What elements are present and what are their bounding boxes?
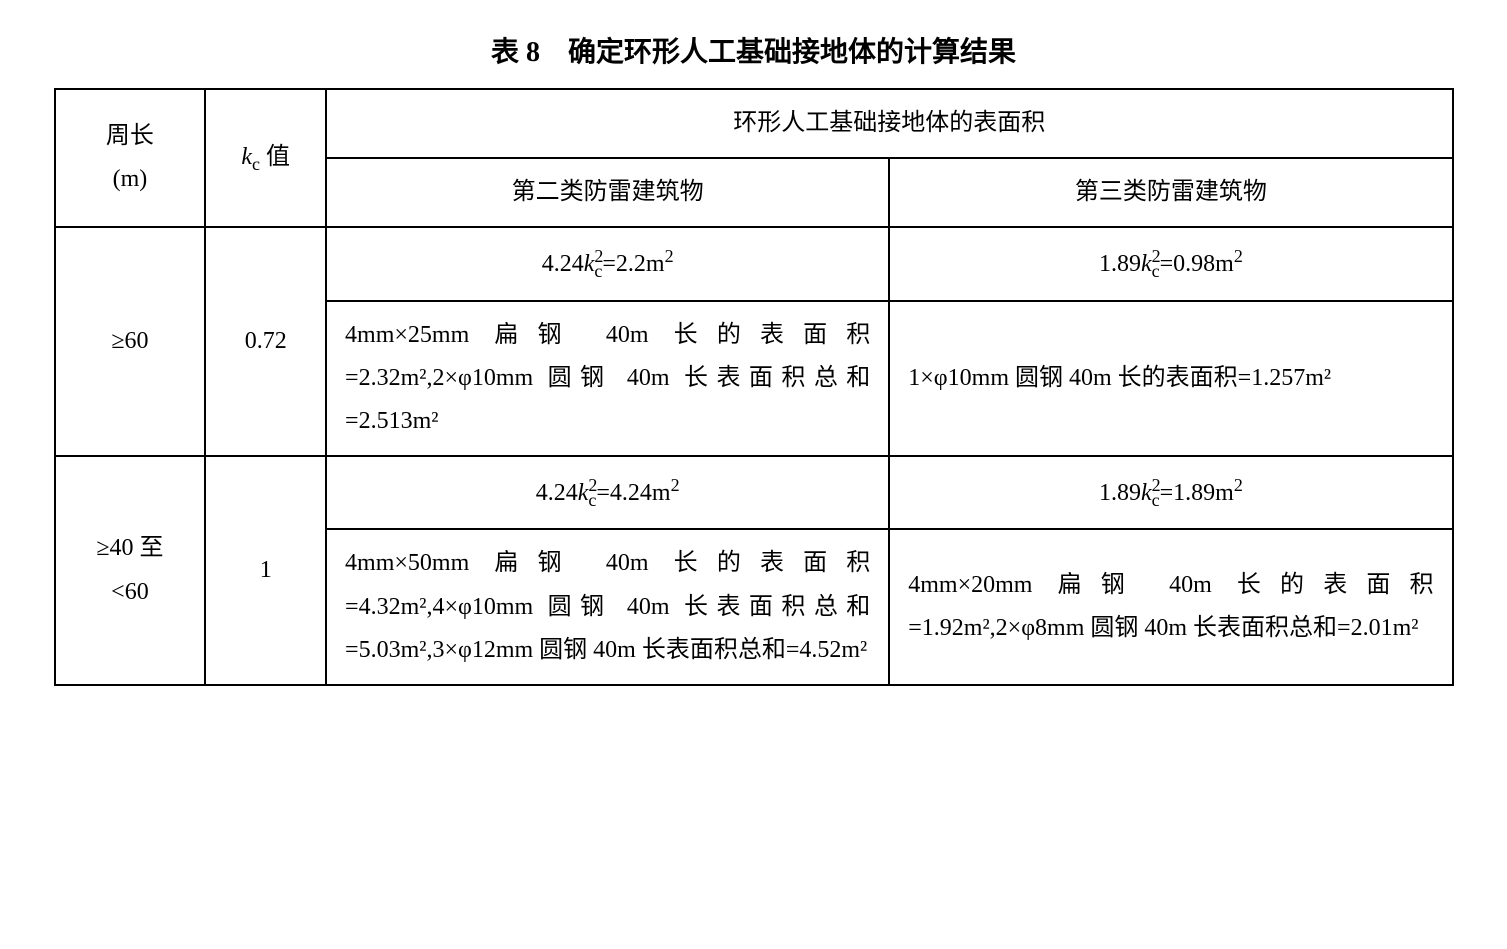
table-caption: 表 8 确定环形人工基础接地体的计算结果 [491, 30, 1016, 70]
cell-cat2-formula-1: 4.24k2c=2.2m2 [326, 227, 889, 300]
f-eq: =0.98m [1160, 251, 1234, 277]
calculation-table: 周长 (m) kc 值 环形人工基础接地体的表面积 第二类防雷建筑物 第三类防雷… [54, 88, 1454, 686]
perimeter-label-2: (m) [113, 166, 148, 192]
cell-cat3-detail-1: 1×φ10mm 圆钢 40m 长的表面积=1.257m² [889, 301, 1452, 457]
f-prefix: 4.24 [542, 251, 584, 277]
f-eq: =4.24m [596, 480, 670, 506]
f-k: k [1141, 480, 1152, 506]
f-unit-sup: 2 [671, 475, 680, 495]
cell-cat2-detail-2: 4mm×50mm 扁钢 40m 长的表面积=4.32m²,4×φ10mm 圆钢 … [326, 529, 889, 685]
cell-cat2-formula-2: 4.24k2c=4.24m2 [326, 456, 889, 529]
f-prefix: 1.89 [1099, 251, 1141, 277]
f-unit-sup: 2 [1234, 246, 1243, 266]
perim2-l1: ≥40 至 [96, 535, 163, 561]
cell-kc-1: 0.72 [205, 227, 326, 456]
cell-cat3-formula-1: 1.89k2c=0.98m2 [889, 227, 1452, 300]
table-row: ≥60 0.72 4.24k2c=2.2m2 1.89k2c=0.98m2 [55, 227, 1453, 300]
header-cat3: 第三类防雷建筑物 [889, 158, 1452, 227]
f-k: k [584, 251, 595, 277]
kc-suffix: 值 [260, 144, 290, 170]
cell-cat2-detail-1: 4mm×25mm 扁钢 40m 长的表面积=2.32m²,2×φ10mm 圆钢 … [326, 301, 889, 457]
cell-cat3-detail-2: 4mm×20mm 扁钢 40m 长的表面积=1.92m²,2×φ8mm 圆钢 4… [889, 529, 1452, 685]
header-cat2: 第二类防雷建筑物 [326, 158, 889, 227]
cell-cat3-formula-2: 1.89k2c=1.89m2 [889, 456, 1452, 529]
f-unit-sup: 2 [665, 246, 674, 266]
cell-perimeter-1: ≥60 [55, 227, 206, 456]
perimeter-label-1: 周长 [106, 123, 154, 149]
f-eq: =2.2m [602, 251, 664, 277]
f-sub: c [1152, 490, 1160, 510]
f-unit-sup: 2 [1234, 475, 1243, 495]
f-prefix: 1.89 [1099, 480, 1141, 506]
cell-kc-2: 1 [205, 456, 326, 685]
kc-sub: c [252, 154, 260, 174]
header-surface-area: 环形人工基础接地体的表面积 [326, 89, 1452, 158]
header-kc: kc 值 [205, 89, 326, 227]
kc-symbol: k [241, 144, 252, 170]
perim2-l2: <60 [111, 579, 149, 605]
f-k: k [578, 480, 589, 506]
table-row: ≥40 至 <60 1 4.24k2c=4.24m2 1.89k2c=1.89m… [55, 456, 1453, 529]
cell-perimeter-2: ≥40 至 <60 [55, 456, 206, 685]
header-perimeter: 周长 (m) [55, 89, 206, 227]
header-row-1: 周长 (m) kc 值 环形人工基础接地体的表面积 [55, 89, 1453, 158]
f-eq: =1.89m [1160, 480, 1234, 506]
f-sub: c [1152, 261, 1160, 281]
f-prefix: 4.24 [536, 480, 578, 506]
f-k: k [1141, 251, 1152, 277]
